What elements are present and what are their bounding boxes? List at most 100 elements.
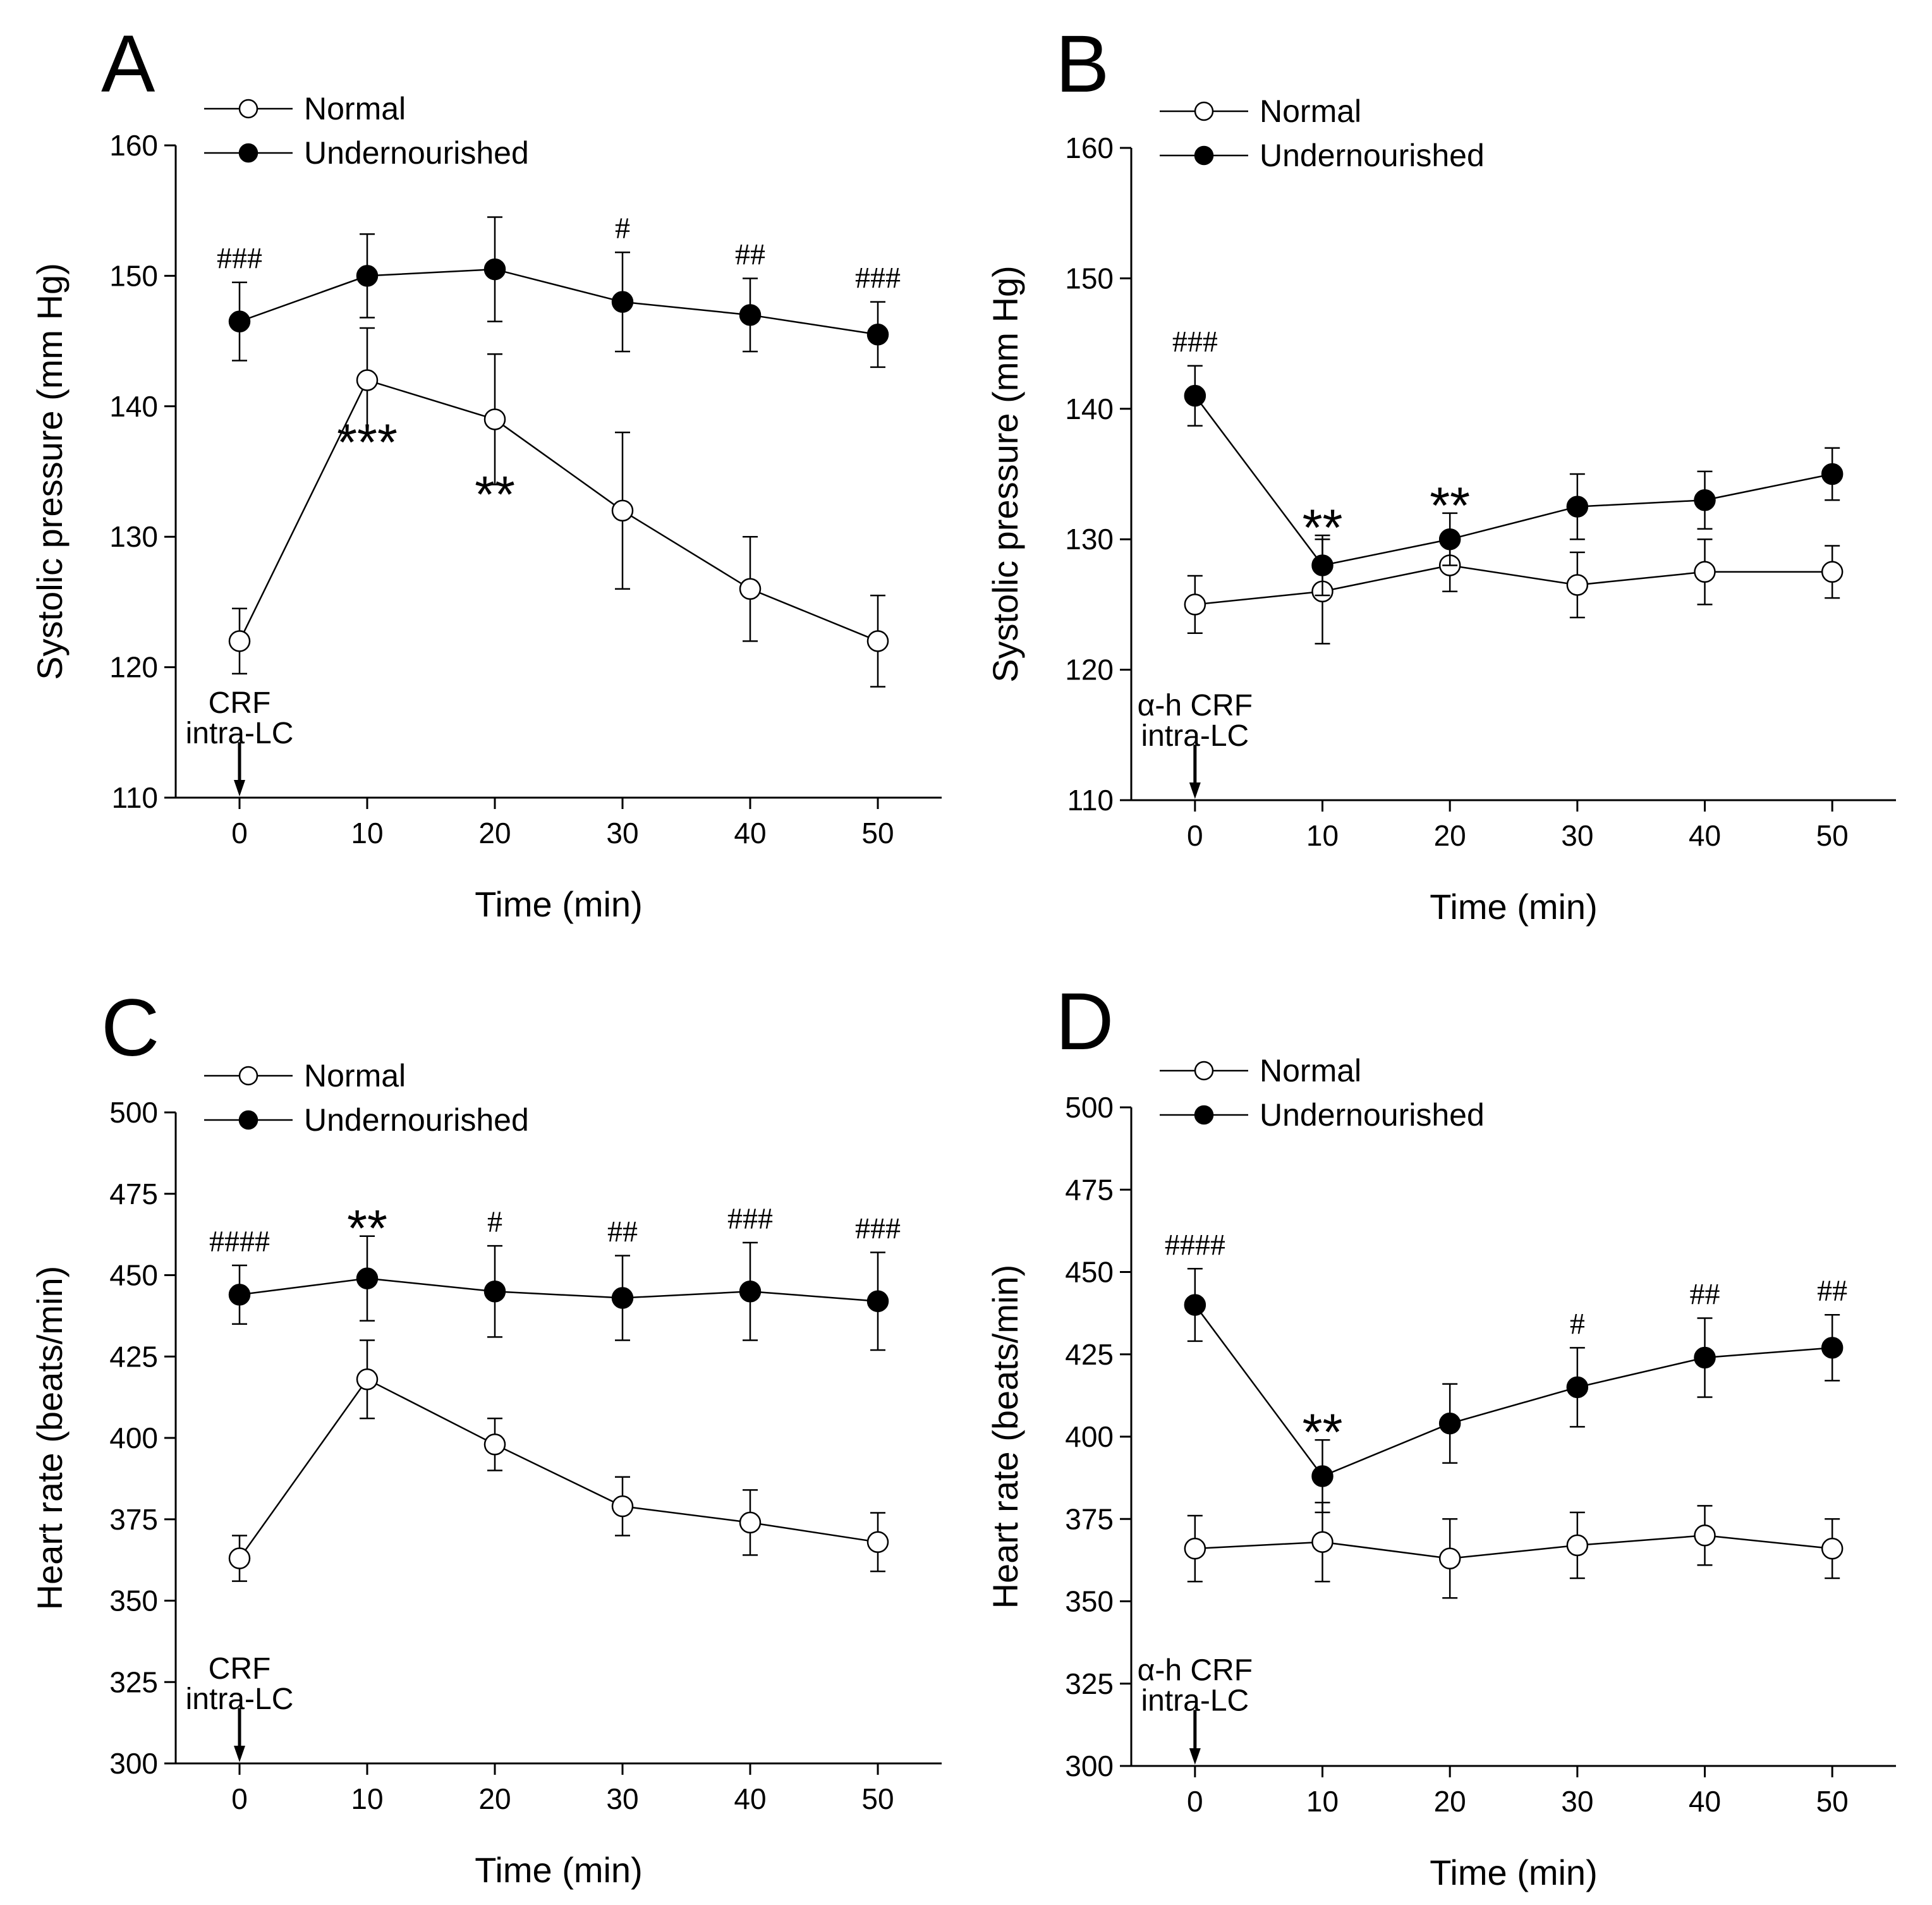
y-axis-label: Heart rate (beats/min)	[30, 1266, 70, 1610]
y-tick-label: 475	[109, 1178, 158, 1210]
annotation-arrow-head	[1189, 782, 1201, 799]
panel-letter: D	[1055, 977, 1114, 1067]
series-line-normal	[238, 1378, 878, 1559]
y-tick-label: 130	[109, 520, 158, 553]
data-point-undernourished	[1694, 489, 1716, 511]
data-point-undernourished	[1566, 496, 1589, 518]
legend-marker-filled	[238, 1110, 258, 1130]
data-point-normal	[356, 369, 379, 391]
significance-hash: ##	[607, 1215, 638, 1249]
x-tick-label: 0	[1187, 819, 1203, 852]
y-tick-label: 150	[109, 259, 158, 292]
y-axis-label: Systolic pressure (mm Hg)	[985, 265, 1025, 683]
y-tick-label: 425	[1065, 1338, 1114, 1371]
data-point-normal	[1694, 1525, 1716, 1547]
y-tick-label: 140	[1065, 393, 1114, 425]
data-point-normal	[611, 1495, 634, 1518]
significance-hash: ####	[209, 1225, 270, 1258]
legend-marker-filled	[1194, 1105, 1214, 1125]
series-line-undernourished	[239, 268, 878, 336]
data-point-undernourished	[1438, 1412, 1461, 1435]
data-point-undernourished	[739, 304, 762, 326]
x-tick-label: 30	[1561, 1785, 1593, 1818]
annotation-arrow-head	[1189, 1748, 1201, 1765]
significance-star: **	[1303, 499, 1343, 557]
data-point-undernourished	[356, 1267, 379, 1289]
x-tick-label: 10	[351, 1782, 383, 1815]
data-point-normal	[1566, 1534, 1589, 1557]
y-tick-label: 425	[109, 1340, 158, 1373]
y-tick-label: 500	[109, 1096, 158, 1129]
legend-label: Undernourished	[304, 135, 529, 171]
y-tick-label: 300	[1065, 1750, 1114, 1782]
x-tick-label: 20	[478, 1782, 511, 1815]
significance-hash: #	[487, 1205, 502, 1239]
x-axis-label: Time (min)	[1430, 887, 1597, 927]
y-tick-label: 400	[109, 1421, 158, 1454]
panel-letter: C	[101, 983, 159, 1073]
y-tick-label: 500	[1065, 1091, 1114, 1124]
data-point-normal	[739, 1511, 762, 1534]
annotation-line1: α-h CRF	[1138, 689, 1253, 722]
y-tick-label: 160	[109, 129, 158, 162]
significance-star: ***	[337, 414, 398, 472]
y-tick-label: 110	[112, 781, 158, 814]
data-point-undernourished	[1184, 1294, 1206, 1316]
data-point-normal	[1694, 561, 1716, 583]
data-point-normal	[1184, 593, 1206, 616]
data-point-normal	[1821, 561, 1844, 583]
data-point-undernourished	[1311, 1465, 1334, 1487]
legend-marker-open	[1194, 1061, 1214, 1081]
significance-hash: ##	[1690, 1277, 1720, 1311]
y-tick-label: 150	[1065, 262, 1114, 295]
series-line-normal	[1194, 564, 1833, 606]
y-tick-label: 450	[1065, 1256, 1114, 1289]
annotation-line1: α-h CRF	[1138, 1654, 1253, 1688]
significance-hash: ###	[1172, 326, 1218, 359]
significance-star: **	[1430, 477, 1470, 535]
y-tick-label: 375	[1065, 1502, 1114, 1535]
significance-hash: ###	[855, 262, 901, 295]
x-tick-label: 10	[1306, 1785, 1339, 1818]
legend-label: Undernourished	[304, 1102, 529, 1138]
data-point-normal	[483, 408, 506, 430]
data-point-normal	[1566, 574, 1589, 596]
annotation-arrow-head	[234, 780, 245, 796]
significance-hash: #	[615, 212, 630, 245]
legend-marker-open	[238, 99, 258, 119]
significance-hash: ##	[1817, 1274, 1847, 1308]
data-point-undernourished	[1694, 1346, 1716, 1369]
legend-label: Undernourished	[1260, 138, 1485, 173]
annotation-arrow-head	[234, 1746, 245, 1762]
y-tick-label: 160	[1065, 131, 1114, 164]
legend-label: Normal	[304, 1058, 406, 1093]
panel-b: B 110 120 130 140 150 160 0 10 20 30 40 50 Time (min)…	[985, 19, 1896, 927]
y-tick-label: 325	[1065, 1667, 1114, 1700]
x-tick-label: 30	[606, 1782, 638, 1815]
x-tick-label: 40	[1689, 819, 1721, 852]
data-point-undernourished	[611, 291, 634, 313]
significance-hash: ##	[735, 238, 765, 272]
significance-hash: ###	[855, 1212, 901, 1245]
data-point-undernourished	[739, 1281, 762, 1303]
data-point-undernourished	[866, 1290, 889, 1312]
x-tick-label: 20	[1434, 1785, 1466, 1818]
series-line-undernourished	[239, 1277, 878, 1302]
significance-hash: #	[1570, 1307, 1585, 1341]
legend-marker-filled	[1194, 145, 1214, 166]
data-point-undernourished	[1821, 1337, 1844, 1359]
data-point-undernourished	[228, 310, 251, 332]
data-point-undernourished	[1821, 463, 1844, 485]
series-line-undernourished	[1194, 1304, 1833, 1478]
panel-d: D 300 325 350 375 400 425 450 475 500 0 10 20 30 40 50 T…	[985, 977, 1896, 1892]
data-point-normal	[228, 1547, 251, 1569]
x-tick-label: 0	[231, 1782, 248, 1815]
y-axis-label: Heart rate (beats/min)	[985, 1265, 1025, 1609]
x-tick-label: 10	[351, 817, 383, 849]
panel-a: A 110 120 130 140 150 160 0 10 20 30 40 50 Time (min)…	[30, 19, 942, 924]
data-point-undernourished	[1311, 554, 1334, 576]
significance-star: **	[1303, 1404, 1343, 1461]
data-point-undernourished	[1438, 528, 1461, 551]
data-point-normal	[356, 1368, 379, 1391]
